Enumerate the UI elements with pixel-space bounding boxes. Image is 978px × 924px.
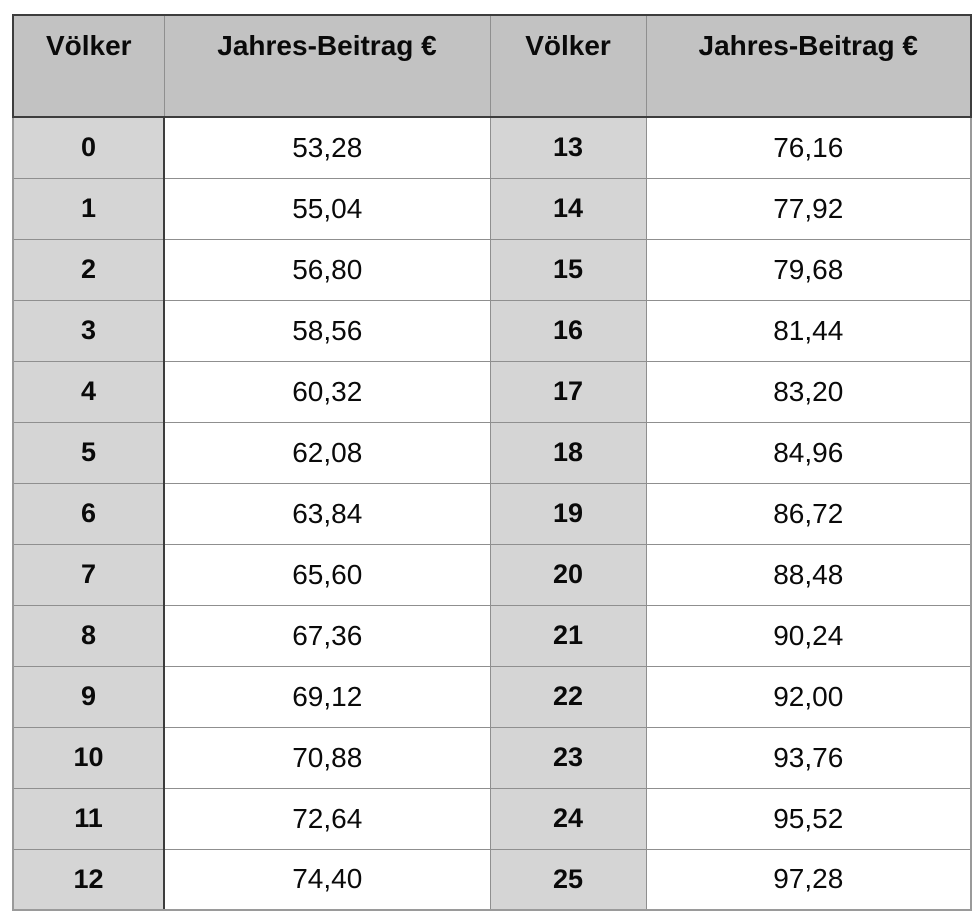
voelker-cell-left: 12 xyxy=(12,848,165,911)
beitrag-cell-right: 95,52 xyxy=(645,787,972,850)
voelker-cell-left: 10 xyxy=(12,726,165,789)
table-row: 10 70,88 23 93,76 xyxy=(12,726,972,789)
beitrag-cell-right: 83,20 xyxy=(645,360,972,423)
voelker-cell-left: 7 xyxy=(12,543,165,606)
voelker-cell-left: 5 xyxy=(12,421,165,484)
beitrag-cell-right: 92,00 xyxy=(645,665,972,728)
table-row: 12 74,40 25 97,28 xyxy=(12,848,972,911)
table-row: 7 65,60 20 88,48 xyxy=(12,543,972,606)
voelker-cell-left: 4 xyxy=(12,360,165,423)
voelker-cell-right: 16 xyxy=(489,299,647,362)
beitrag-cell-right: 88,48 xyxy=(645,543,972,606)
table-row: 8 67,36 21 90,24 xyxy=(12,604,972,667)
beitrag-cell-right: 86,72 xyxy=(645,482,972,545)
beitrag-cell-left: 65,60 xyxy=(163,543,491,606)
table-row: 11 72,64 24 95,52 xyxy=(12,787,972,850)
table-row: 5 62,08 18 84,96 xyxy=(12,421,972,484)
voelker-cell-right: 22 xyxy=(489,665,647,728)
beitrag-cell-left: 60,32 xyxy=(163,360,491,423)
beitrag-cell-right: 77,92 xyxy=(645,177,972,240)
table-row: 3 58,56 16 81,44 xyxy=(12,299,972,362)
voelker-cell-left: 6 xyxy=(12,482,165,545)
beitrag-cell-left: 63,84 xyxy=(163,482,491,545)
table-row: 6 63,84 19 86,72 xyxy=(12,482,972,545)
beitrag-cell-right: 97,28 xyxy=(645,848,972,911)
voelker-cell-left: 0 xyxy=(12,116,165,179)
beitrag-cell-left: 67,36 xyxy=(163,604,491,667)
beitrag-cell-left: 70,88 xyxy=(163,726,491,789)
table-row: 1 55,04 14 77,92 xyxy=(12,177,972,240)
beitrag-cell-right: 76,16 xyxy=(645,116,972,179)
table-row: 2 56,80 15 79,68 xyxy=(12,238,972,301)
beitrag-cell-right: 93,76 xyxy=(645,726,972,789)
beitrag-cell-left: 53,28 xyxy=(163,116,491,179)
beitrag-cell-left: 62,08 xyxy=(163,421,491,484)
voelker-cell-right: 19 xyxy=(489,482,647,545)
voelker-cell-left: 11 xyxy=(12,787,165,850)
voelker-cell-left: 2 xyxy=(12,238,165,301)
voelker-cell-right: 20 xyxy=(489,543,647,606)
voelker-cell-right: 15 xyxy=(489,238,647,301)
beitrag-cell-left: 58,56 xyxy=(163,299,491,362)
voelker-cell-left: 3 xyxy=(12,299,165,362)
voelker-cell-left: 9 xyxy=(12,665,165,728)
beitrag-cell-right: 81,44 xyxy=(645,299,972,362)
header-row: Völker Jahres-Beitrag € Völker Jahres-Be… xyxy=(12,14,972,118)
beitrag-cell-right: 90,24 xyxy=(645,604,972,667)
table-row: 4 60,32 17 83,20 xyxy=(12,360,972,423)
header-beitrag-left: Jahres-Beitrag € xyxy=(163,14,491,118)
voelker-cell-right: 13 xyxy=(489,116,647,179)
voelker-cell-right: 18 xyxy=(489,421,647,484)
voelker-cell-left: 8 xyxy=(12,604,165,667)
voelker-cell-left: 1 xyxy=(12,177,165,240)
header-voelker-right: Völker xyxy=(489,14,647,118)
beitrag-cell-left: 69,12 xyxy=(163,665,491,728)
beitrag-cell-left: 74,40 xyxy=(163,848,491,911)
table-row: 0 53,28 13 76,16 xyxy=(12,116,972,179)
beitrag-cell-right: 84,96 xyxy=(645,421,972,484)
voelker-cell-right: 24 xyxy=(489,787,647,850)
voelker-cell-right: 25 xyxy=(489,848,647,911)
voelker-cell-right: 23 xyxy=(489,726,647,789)
fee-table-body: 0 53,28 13 76,16 1 55,04 14 77,92 2 56,8… xyxy=(12,116,972,911)
beitrag-cell-right: 79,68 xyxy=(645,238,972,301)
voelker-cell-right: 17 xyxy=(489,360,647,423)
header-voelker-left: Völker xyxy=(12,14,165,118)
voelker-cell-right: 14 xyxy=(489,177,647,240)
voelker-cell-right: 21 xyxy=(489,604,647,667)
fee-table: Völker Jahres-Beitrag € Völker Jahres-Be… xyxy=(12,14,972,911)
beitrag-cell-left: 56,80 xyxy=(163,238,491,301)
beitrag-cell-left: 72,64 xyxy=(163,787,491,850)
table-row: 9 69,12 22 92,00 xyxy=(12,665,972,728)
header-beitrag-right: Jahres-Beitrag € xyxy=(645,14,972,118)
fee-table-header: Völker Jahres-Beitrag € Völker Jahres-Be… xyxy=(12,14,972,118)
beitrag-cell-left: 55,04 xyxy=(163,177,491,240)
